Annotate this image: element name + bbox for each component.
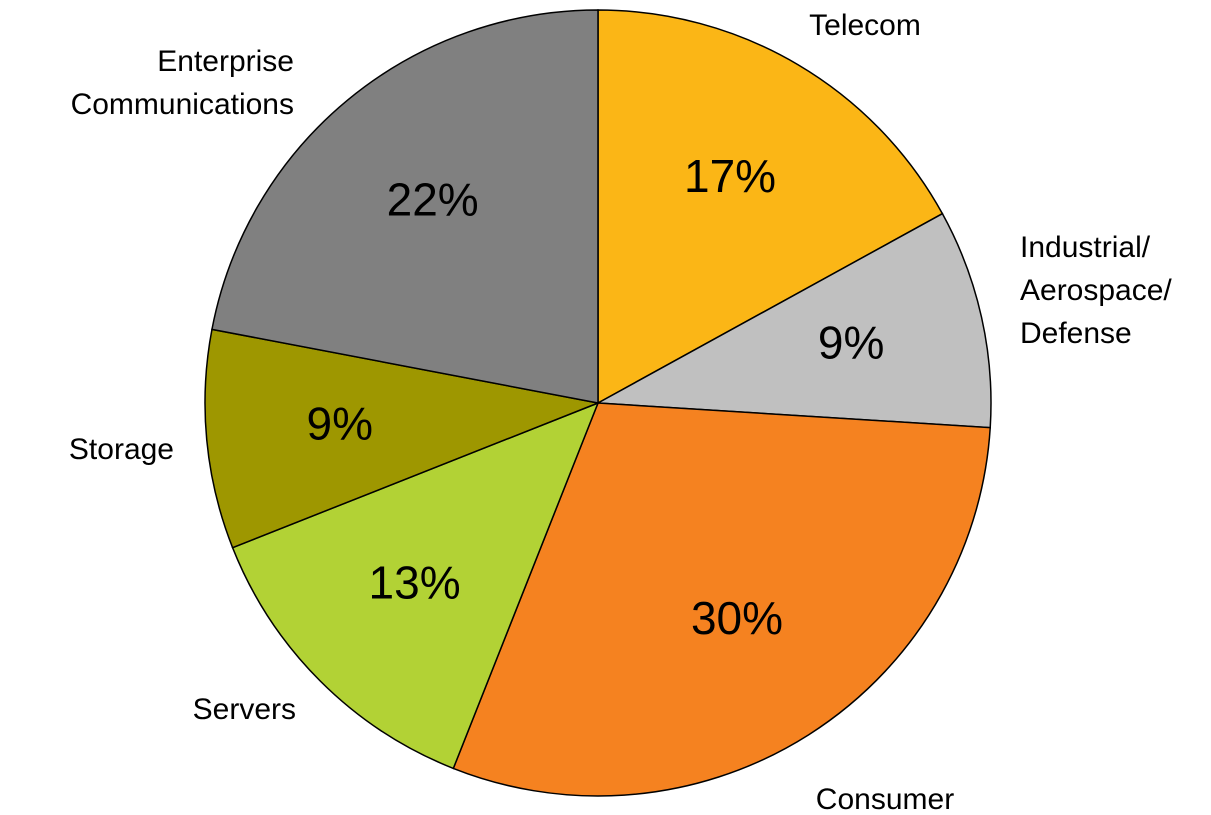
category-label: Industrial/ Aerospace/ Defense xyxy=(1020,231,1172,350)
category-label: Consumer xyxy=(815,783,955,815)
value-label: 9% xyxy=(307,398,373,450)
category-label: Telecom xyxy=(809,9,921,42)
value-label: 17% xyxy=(684,150,776,202)
value-label: 30% xyxy=(691,592,783,644)
value-label: 13% xyxy=(369,557,461,609)
pie-slice xyxy=(452,402,992,797)
category-label: Storage xyxy=(68,433,174,466)
value-label: 22% xyxy=(387,173,479,225)
value-label: 9% xyxy=(818,317,884,369)
pie-slice xyxy=(211,9,599,404)
pie-slice xyxy=(597,9,944,405)
pie-slice xyxy=(595,212,992,429)
pie-slice xyxy=(204,328,601,549)
category-label: Servers xyxy=(192,693,296,726)
category-label: Enterprise Communications xyxy=(70,45,294,121)
pie-slice xyxy=(231,401,600,770)
